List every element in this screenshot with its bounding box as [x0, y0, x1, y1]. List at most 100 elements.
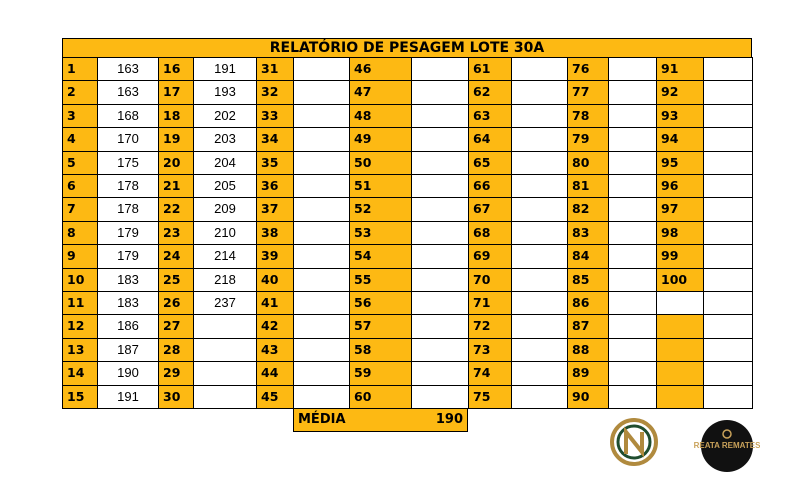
weight — [411, 80, 469, 105]
weight: 178 — [97, 174, 159, 199]
weight: 205 — [193, 174, 257, 199]
lot-number: 88 — [567, 337, 609, 363]
weight — [608, 80, 657, 105]
lot-number: 75 — [468, 384, 512, 409]
lot-number: 84 — [567, 244, 609, 269]
weight: 179 — [97, 220, 159, 246]
weight: 204 — [193, 150, 257, 175]
weight — [608, 384, 657, 409]
lot-number: 37 — [256, 197, 294, 222]
lot-number: 36 — [256, 174, 294, 199]
weight — [293, 337, 350, 363]
lot-number: 28 — [158, 337, 194, 363]
weight: 214 — [193, 244, 257, 269]
lot-number: 65 — [468, 150, 512, 175]
logos: REATA REMATES — [610, 418, 760, 472]
lot-number: 93 — [656, 103, 704, 129]
lot-number: 70 — [468, 267, 512, 292]
weight — [608, 220, 657, 246]
weight: 202 — [193, 103, 257, 129]
lot-number: 47 — [349, 80, 412, 105]
weight — [293, 384, 350, 409]
weight — [511, 267, 568, 292]
weight — [293, 361, 350, 386]
lot-number: 7 — [62, 197, 98, 222]
weight — [703, 127, 753, 152]
lot-number: 60 — [349, 384, 412, 409]
weight — [411, 291, 469, 316]
lot-number: 22 — [158, 197, 194, 222]
weight: 183 — [97, 267, 159, 292]
lot-number: 43 — [256, 337, 294, 363]
weight — [293, 314, 350, 339]
weight — [293, 291, 350, 316]
lot-number: 62 — [468, 80, 512, 105]
weight — [293, 244, 350, 269]
lot-number: 83 — [567, 220, 609, 246]
lot-number: 27 — [158, 314, 194, 339]
weight — [608, 174, 657, 199]
weight — [511, 291, 568, 316]
weight — [293, 127, 350, 152]
lot-number: 73 — [468, 337, 512, 363]
lot-number: 14 — [62, 361, 98, 386]
weight — [411, 197, 469, 222]
lot-number: 45 — [256, 384, 294, 409]
lot-number: 96 — [656, 174, 704, 199]
lot-number: 92 — [656, 80, 704, 105]
lot-number: 82 — [567, 197, 609, 222]
weight — [293, 103, 350, 129]
lot-number: 6 — [62, 174, 98, 199]
lot-number: 74 — [468, 361, 512, 386]
logo-reata: REATA REMATES — [694, 420, 760, 472]
lot-number: 87 — [567, 314, 609, 339]
weight — [703, 244, 753, 269]
lot-number: 67 — [468, 197, 512, 222]
weight — [703, 174, 753, 199]
weight — [411, 384, 469, 409]
lot-number: 81 — [567, 174, 609, 199]
weight — [511, 337, 568, 363]
weight: 210 — [193, 220, 257, 246]
weight: 190 — [97, 361, 159, 386]
weight — [608, 314, 657, 339]
lot-number: 78 — [567, 103, 609, 129]
weight — [411, 103, 469, 129]
lot-number: 1 — [62, 57, 98, 82]
weight — [293, 267, 350, 292]
lot-number: 19 — [158, 127, 194, 152]
lot-number: 49 — [349, 127, 412, 152]
average-label: MÉDIA — [298, 412, 346, 427]
lot-number: 32 — [256, 80, 294, 105]
weight — [411, 337, 469, 363]
lot-number: 12 — [62, 314, 98, 339]
weight — [703, 103, 753, 129]
lot-number: 89 — [567, 361, 609, 386]
lot-number: 91 — [656, 57, 704, 82]
lot-number: 2 — [62, 80, 98, 105]
lot-number: 77 — [567, 80, 609, 105]
weight — [608, 103, 657, 129]
lot-number: 20 — [158, 150, 194, 175]
weight — [608, 337, 657, 363]
weight — [411, 361, 469, 386]
weight — [293, 220, 350, 246]
report-title: RELATÓRIO DE PESAGEM LOTE 30A — [62, 38, 752, 58]
weight — [703, 197, 753, 222]
lot-number: 21 — [158, 174, 194, 199]
lot-number: 63 — [468, 103, 512, 129]
lot-number: 34 — [256, 127, 294, 152]
lot-number: 86 — [567, 291, 609, 316]
lot-number — [656, 337, 704, 363]
weight: 170 — [97, 127, 159, 152]
weight: 186 — [97, 314, 159, 339]
lot-number: 66 — [468, 174, 512, 199]
lot-number: 41 — [256, 291, 294, 316]
lot-number: 9 — [62, 244, 98, 269]
lot-number: 5 — [62, 150, 98, 175]
lot-number: 95 — [656, 150, 704, 175]
weight — [411, 174, 469, 199]
lot-number — [656, 314, 704, 339]
lot-number: 39 — [256, 244, 294, 269]
